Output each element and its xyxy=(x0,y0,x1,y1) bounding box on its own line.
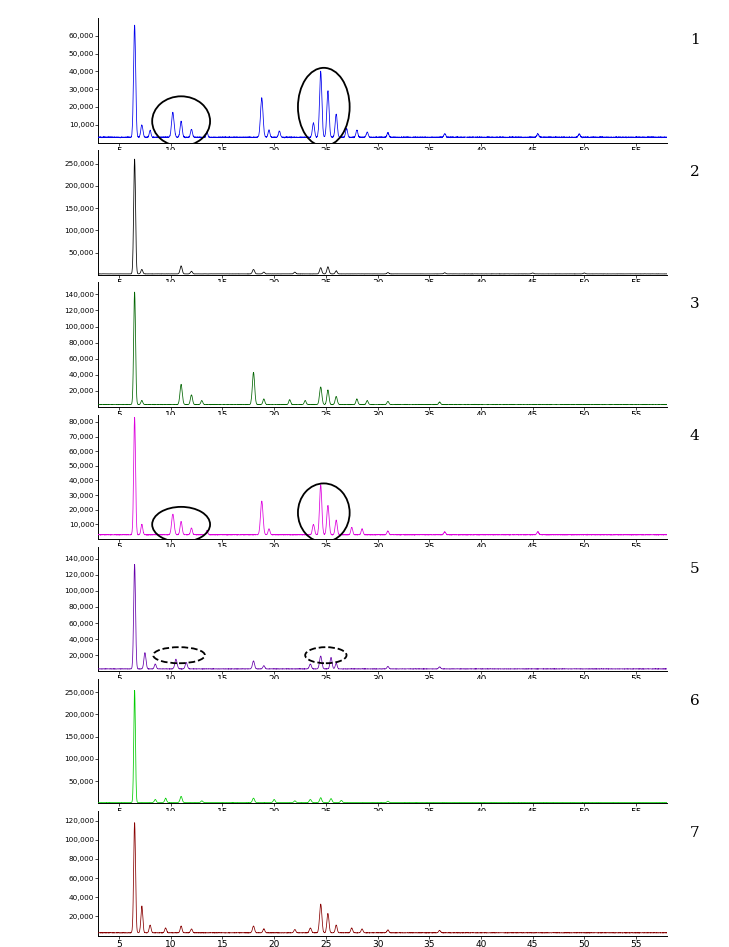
Text: 3: 3 xyxy=(690,297,699,312)
Text: 1: 1 xyxy=(690,33,700,47)
X-axis label: 2Theta (°): 2Theta (°) xyxy=(360,686,405,695)
Text: 6: 6 xyxy=(690,694,700,707)
Text: 7: 7 xyxy=(690,826,699,840)
X-axis label: 2Theta (°): 2Theta (°) xyxy=(360,157,405,166)
Text: 4: 4 xyxy=(690,430,700,443)
X-axis label: 2Theta (°): 2Theta (°) xyxy=(360,818,405,827)
X-axis label: 2Theta (°): 2Theta (°) xyxy=(360,421,405,431)
Text: 2: 2 xyxy=(690,165,700,179)
Text: 5: 5 xyxy=(690,562,699,576)
X-axis label: 2Theta (°): 2Theta (°) xyxy=(360,554,405,563)
X-axis label: 2Theta (°): 2Theta (°) xyxy=(360,290,405,298)
